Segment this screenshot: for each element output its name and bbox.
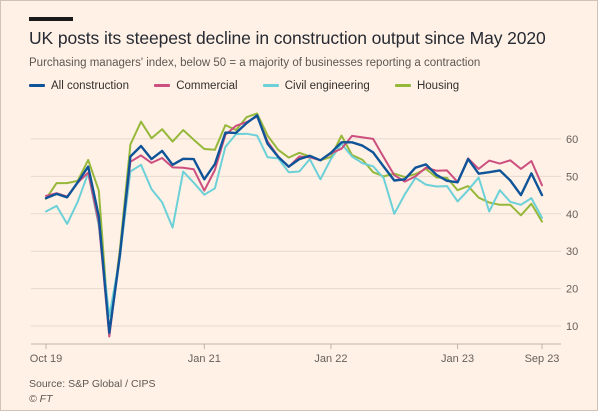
y-tick-label: 60 xyxy=(566,134,578,146)
title-accent-bar xyxy=(29,17,73,21)
legend-label-commercial: Commercial xyxy=(176,79,238,92)
y-tick-label: 30 xyxy=(566,246,578,258)
legend-item-all-construction: All construction xyxy=(29,80,129,92)
legend-item-civil-engineering: Civil engineering xyxy=(262,79,370,92)
legend-swatch-civil-engineering xyxy=(262,84,279,87)
legend-swatch-commercial xyxy=(154,84,171,87)
x-tick-label: Jan 23 xyxy=(441,353,474,365)
y-tick-label: 20 xyxy=(566,284,578,296)
x-tick-label: Jan 21 xyxy=(188,353,221,365)
series-line-commercial xyxy=(45,115,543,338)
x-tick-label: Jan 22 xyxy=(314,353,347,365)
legend-item-commercial: Commercial xyxy=(154,79,238,92)
y-tick-label: 10 xyxy=(566,321,578,333)
legend-label-housing: Housing xyxy=(416,79,460,92)
series-line-all-construction xyxy=(44,114,544,334)
legend-swatch-housing xyxy=(394,84,411,87)
y-tick-label: 50 xyxy=(566,171,578,183)
series-line-housing xyxy=(45,112,543,335)
x-tick-label: Sep 23 xyxy=(525,353,560,365)
legend-label-all-construction: All construction xyxy=(51,79,129,92)
legend-label-civil-engineering: Civil engineering xyxy=(284,79,370,92)
x-tick-label: Oct 19 xyxy=(30,353,62,365)
legend-swatch-all-construction xyxy=(29,84,45,87)
chart-subtitle: Purchasing managers' index, below 50 = a… xyxy=(29,57,481,69)
y-tick-label: 40 xyxy=(566,209,578,221)
series-layer xyxy=(44,112,544,338)
chart-title: UK posts its steepest decline in constru… xyxy=(29,28,546,48)
x-axis: Oct 19 Jan 21 Jan 22 Jan 23 Sep 23 xyxy=(30,343,561,365)
legend-item-housing: Housing xyxy=(394,79,460,92)
source-note: Source: S&P Global / CIPS xyxy=(29,378,156,390)
y-axis: 10 20 30 40 50 60 xyxy=(566,134,578,333)
legend: All construction Commercial Civil engine… xyxy=(29,78,481,94)
ft-credit: © FT xyxy=(29,393,53,405)
